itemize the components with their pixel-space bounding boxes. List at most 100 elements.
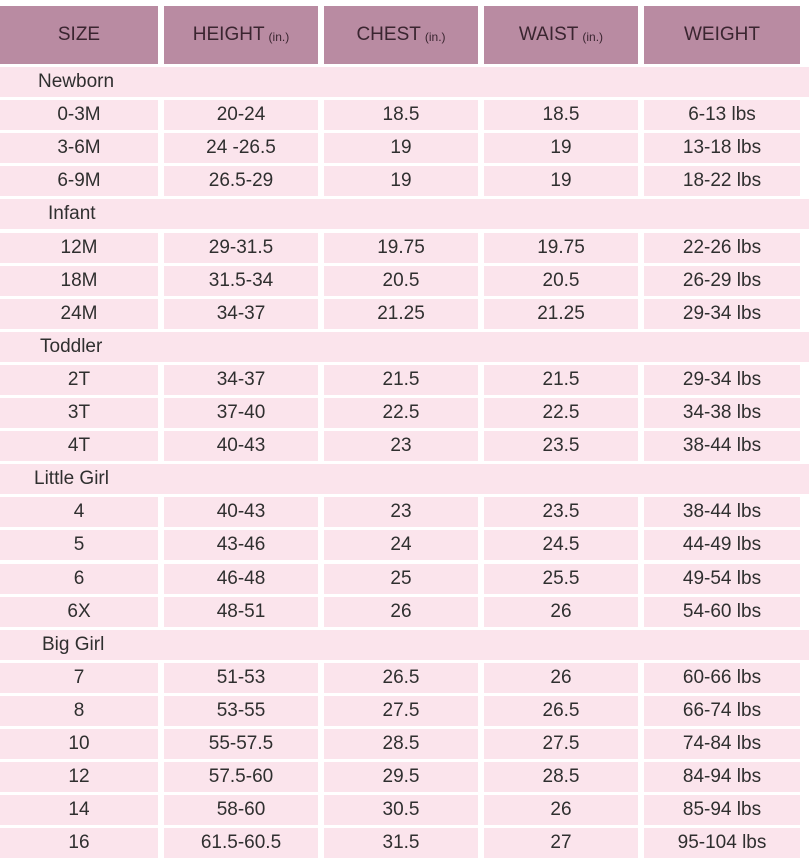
cell-height: 29-31.5 [164,233,318,263]
cell-weight: 22-26 lbs [644,233,800,263]
section-label: Little Girl [34,468,109,489]
cell-weight: 85-94 lbs [644,795,800,825]
cell-height: 51-53 [164,663,318,693]
cell-chest: 29.5 [324,762,478,792]
cell-weight: 66-74 lbs [644,696,800,726]
section-header-row: Infant [0,199,809,229]
table-row: 4T 40-43 23 23.5 38-44 lbs [0,431,809,461]
section-label: Big Girl [42,634,105,655]
cell-size: 18M [0,266,158,296]
cell-waist: 26.5 [484,696,638,726]
section-header-row: Toddler [0,332,809,362]
cell-height: 24 -26.5 [164,133,318,163]
cell-waist: 21.5 [484,365,638,395]
cell-weight: 44-49 lbs [644,530,800,560]
cell-weight: 13-18 lbs [644,133,800,163]
table-row: 3-6M 24 -26.5 19 19 13-18 lbs [0,133,809,163]
cell-size: 3T [0,398,158,428]
cell-chest: 19.75 [324,233,478,263]
cell-weight: 6-13 lbs [644,100,800,130]
cell-height: 43-46 [164,530,318,560]
cell-chest: 19 [324,133,478,163]
cell-waist: 26 [484,663,638,693]
cell-chest: 18.5 [324,100,478,130]
cell-height: 40-43 [164,431,318,461]
table-row: 7 51-53 26.5 26 60-66 lbs [0,663,809,693]
cell-chest: 22.5 [324,398,478,428]
table-row: 14 58-60 30.5 26 85-94 lbs [0,795,809,825]
cell-chest: 28.5 [324,729,478,759]
cell-chest: 19 [324,166,478,196]
cell-waist: 19 [484,166,638,196]
cell-weight: 34-38 lbs [644,398,800,428]
cell-waist: 26 [484,795,638,825]
table-row: 3T 37-40 22.5 22.5 34-38 lbs [0,398,809,428]
section-label: Newborn [38,71,115,92]
cell-size: 16 [0,828,158,858]
cell-waist: 25.5 [484,564,638,594]
header-unit: (in.) [424,30,446,44]
section-header-row: Little Girl [0,464,809,494]
cell-size: 7 [0,663,158,693]
cell-chest: 21.5 [324,365,478,395]
cell-height: 53-55 [164,696,318,726]
cell-weight: 84-94 lbs [644,762,800,792]
cell-size: 0-3M [0,100,158,130]
cell-weight: 18-22 lbs [644,166,800,196]
cell-size: 12 [0,762,158,792]
cell-size: 10 [0,729,158,759]
table-row: 6 46-48 25 25.5 49-54 lbs [0,564,809,594]
cell-height: 48-51 [164,597,318,627]
table-row: 0-3M 20-24 18.5 18.5 6-13 lbs [0,100,809,130]
cell-height: 37-40 [164,398,318,428]
cell-chest: 21.25 [324,299,478,329]
cell-waist: 22.5 [484,398,638,428]
table-row: 8 53-55 27.5 26.5 66-74 lbs [0,696,809,726]
cell-size: 8 [0,696,158,726]
cell-size: 6-9M [0,166,158,196]
cell-waist: 26 [484,597,638,627]
cell-waist: 23.5 [484,431,638,461]
header-weight: WEIGHT [644,6,800,64]
table-row: 24M 34-37 21.25 21.25 29-34 lbs [0,299,809,329]
cell-size: 6X [0,597,158,627]
table-row: 16 61.5-60.5 31.5 27 95-104 lbs [0,828,809,858]
cell-waist: 27.5 [484,729,638,759]
cell-chest: 26 [324,597,478,627]
section-label: Toddler [40,336,103,357]
cell-waist: 28.5 [484,762,638,792]
table-row: 18M 31.5-34 20.5 20.5 26-29 lbs [0,266,809,296]
cell-size: 2T [0,365,158,395]
cell-size: 24M [0,299,158,329]
header-height: HEIGHT (in.) [164,6,318,64]
cell-height: 34-37 [164,299,318,329]
cell-waist: 19 [484,133,638,163]
header-unit: (in.) [582,30,604,44]
cell-chest: 27.5 [324,696,478,726]
cell-weight: 54-60 lbs [644,597,800,627]
cell-weight: 29-34 lbs [644,299,800,329]
cell-size: 6 [0,564,158,594]
cell-height: 31.5-34 [164,266,318,296]
cell-chest: 24 [324,530,478,560]
cell-weight: 38-44 lbs [644,431,800,461]
cell-waist: 27 [484,828,638,858]
table-row: 6X 48-51 26 26 54-60 lbs [0,597,809,627]
section-header-row: Newborn [0,67,809,97]
section-label: Infant [48,203,96,224]
header-label: SIZE [57,24,101,45]
cell-waist: 20.5 [484,266,638,296]
cell-chest: 30.5 [324,795,478,825]
cell-height: 26.5-29 [164,166,318,196]
cell-weight: 95-104 lbs [644,828,800,858]
cell-waist: 19.75 [484,233,638,263]
cell-weight: 60-66 lbs [644,663,800,693]
cell-size: 14 [0,795,158,825]
cell-chest: 23 [324,497,478,527]
cell-size: 4 [0,497,158,527]
header-label: WEIGHT [684,24,760,45]
cell-height: 40-43 [164,497,318,527]
table-row: 4 40-43 23 23.5 38-44 lbs [0,497,809,527]
table-row: 2T 34-37 21.5 21.5 29-34 lbs [0,365,809,395]
header-unit: (in.) [268,30,290,44]
